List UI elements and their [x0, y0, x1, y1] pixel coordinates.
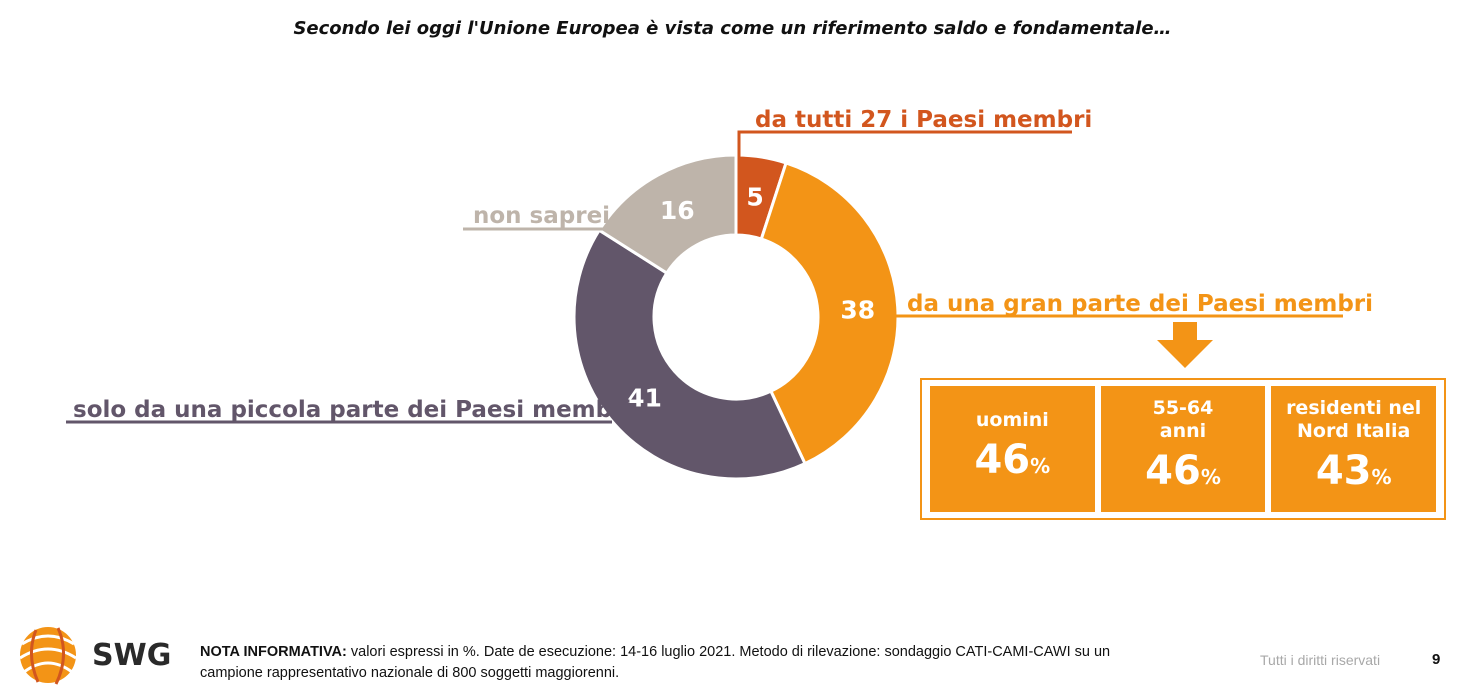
donut-slice-piccola-parte — [572, 228, 807, 481]
breakdown-panel: uomini 46% 55-64 anni 46% residenti nel … — [920, 378, 1446, 520]
breakdown-label: 55-64 anni — [1152, 397, 1214, 442]
label-piccola-parte: solo da una piccola parte dei Paesi memb… — [73, 397, 631, 423]
slice-value-tutti: 5 — [746, 183, 763, 212]
breakdown-box-eta: 55-64 anni 46% — [1100, 386, 1266, 512]
page-number: 9 — [1432, 651, 1441, 668]
copyright-text: Tutti i diritti riservati — [1260, 652, 1381, 668]
slice-value-gran-parte: 38 — [840, 295, 875, 324]
label-gran-parte: da una gran parte dei Paesi membri — [907, 291, 1373, 317]
breakdown-value: 46% — [974, 436, 1051, 483]
footnote: NOTA INFORMATIVA: valori espressi in %. … — [200, 642, 1160, 684]
footnote-text: valori espressi in %. Date de esecuzione… — [200, 644, 1111, 681]
label-tutti: da tutti 27 i Paesi membri — [755, 107, 1092, 133]
leader-line-tutti — [737, 130, 1072, 158]
brand-name: SWG — [92, 638, 172, 673]
breakdown-label: uomini — [975, 408, 1049, 431]
breakdown-box-uomini: uomini 46% — [930, 386, 1095, 512]
chart-title: Secondo lei oggi l'Unione Europea è vist… — [293, 18, 1172, 39]
donut-slice-gran-parte — [759, 161, 900, 466]
label-non-saprei: non saprei — [473, 203, 610, 229]
breakdown-value: 46% — [1145, 448, 1221, 494]
breakdown-value: 43% — [1315, 448, 1392, 494]
slice-value-piccola-parte: 41 — [627, 384, 662, 413]
breakdown-box-nord: residenti nel Nord Italia 43% — [1271, 386, 1437, 512]
footnote-label: NOTA INFORMATIVA: — [200, 644, 347, 660]
swg-logo-icon — [19, 627, 77, 685]
slice-value-non-saprei: 16 — [660, 196, 695, 225]
arrow-down-icon — [1157, 322, 1213, 368]
donut-slice-non-saprei — [597, 153, 738, 276]
breakdown-label: residenti nel Nord Italia — [1286, 397, 1422, 442]
